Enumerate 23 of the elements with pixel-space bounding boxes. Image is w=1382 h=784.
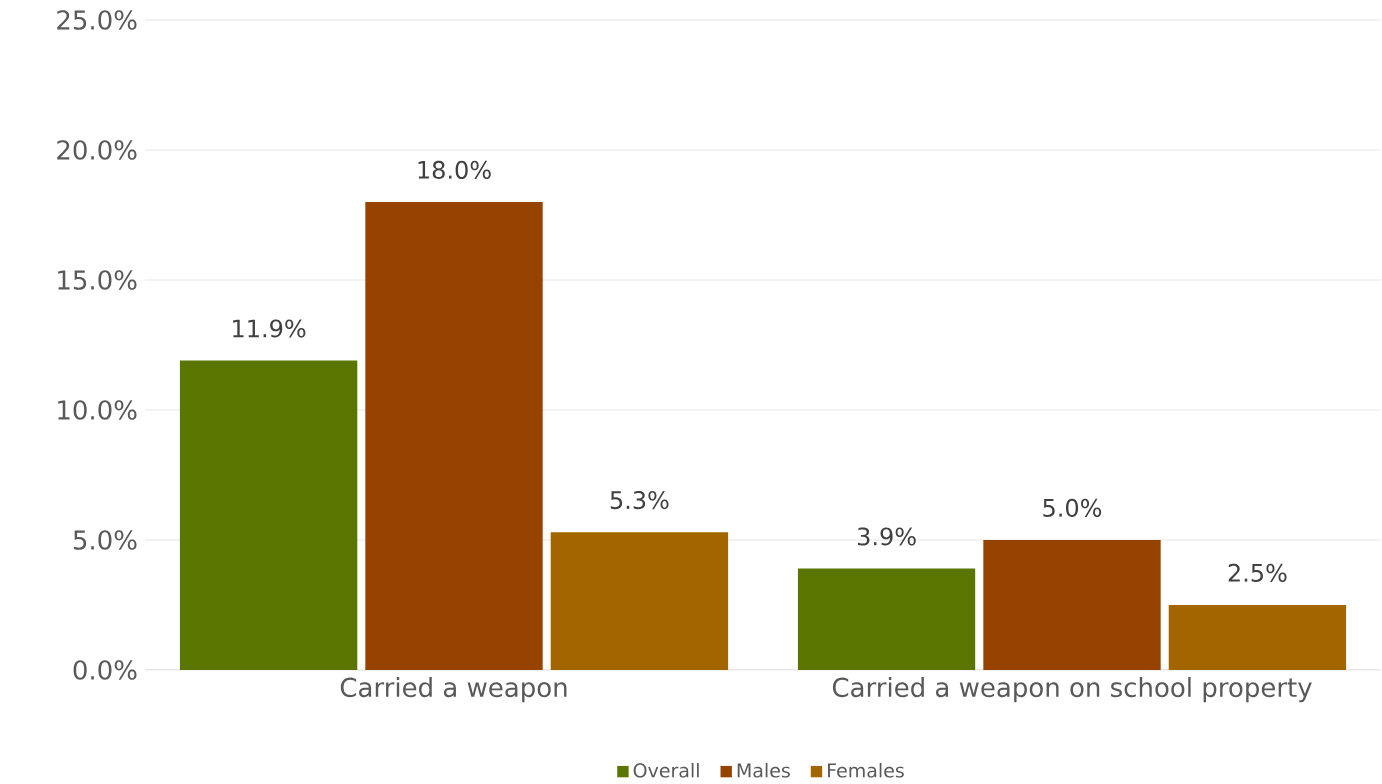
data-label: 5.0% bbox=[1043, 498, 1102, 517]
bar bbox=[1168, 605, 1347, 670]
data-label: 11.9% bbox=[233, 319, 306, 338]
bar bbox=[550, 532, 729, 670]
y-tick-label: 15.0% bbox=[58, 270, 137, 290]
bar bbox=[179, 360, 358, 670]
data-label: 3.9% bbox=[857, 527, 916, 546]
bar bbox=[365, 202, 543, 670]
y-tick-label: 10.0% bbox=[58, 400, 137, 420]
x-tick-label: Carried a weapon bbox=[340, 677, 567, 703]
y-tick-label: 0.0% bbox=[73, 660, 137, 680]
bar bbox=[983, 540, 1161, 670]
legend-label: Females bbox=[828, 762, 904, 778]
legend-label: Overall bbox=[633, 762, 699, 778]
y-tick-label: 25.0% bbox=[57, 10, 137, 30]
y-tick-label: 5.0% bbox=[73, 530, 137, 550]
data-label: 2.5% bbox=[1228, 563, 1287, 582]
data-label: 18.0% bbox=[418, 160, 491, 179]
y-tick-label: 20.0% bbox=[57, 140, 137, 160]
bar bbox=[797, 568, 976, 670]
x-tick-label: Carried a weapon on school property bbox=[832, 677, 1312, 703]
data-label: 5.3% bbox=[610, 490, 669, 510]
legend-label: Males bbox=[737, 762, 790, 778]
